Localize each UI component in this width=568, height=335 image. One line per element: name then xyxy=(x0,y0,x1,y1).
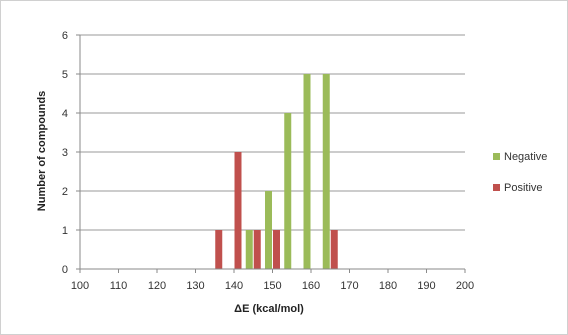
gridlines xyxy=(80,34,465,231)
y-tick-label: 5 xyxy=(62,69,68,81)
bar-positive-145 xyxy=(253,230,261,269)
axes xyxy=(76,34,466,273)
x-tick-label: 170 xyxy=(340,280,358,292)
bar-positive-150 xyxy=(273,230,280,269)
x-tick-label: 140 xyxy=(225,280,243,292)
bar-negative-150 xyxy=(265,191,272,269)
y-tick-label: 6 xyxy=(62,30,68,42)
bar-positive-135 xyxy=(215,230,223,269)
bar-negative-160 xyxy=(303,74,311,269)
y-axis-title: Number of compounds xyxy=(36,91,48,211)
y-tick-label: 4 xyxy=(62,108,68,120)
x-tick-label: 160 xyxy=(302,280,320,292)
legend-item-positive: Positive xyxy=(493,182,543,194)
x-axis-title: ΔE (kcal/mol) xyxy=(234,303,304,315)
legend-item-negative: Negative xyxy=(493,151,547,163)
legend: Negative Positive xyxy=(493,151,547,194)
bar-negative-155 xyxy=(284,113,292,269)
legend-swatch-negative xyxy=(493,153,500,160)
x-tick-label: 110 xyxy=(110,280,128,292)
x-tick-label: 190 xyxy=(417,280,435,292)
bar-negative-165 xyxy=(322,74,330,269)
legend-label-positive: Positive xyxy=(504,182,543,194)
bar-positive-165 xyxy=(330,230,338,269)
legend-label-negative: Negative xyxy=(504,151,547,163)
x-tick-label: 150 xyxy=(263,280,281,292)
y-tick-label: 1 xyxy=(62,225,68,237)
bar-positive-140 xyxy=(234,152,242,269)
x-tick-labels: 100 110 120 130 140 150 160 170 180 190 200 xyxy=(71,280,474,292)
x-tick-label: 130 xyxy=(186,280,204,292)
y-tick-label: 0 xyxy=(62,264,68,276)
x-tick-label: 100 xyxy=(71,280,89,292)
y-tick-labels: 0 1 2 3 4 5 6 xyxy=(62,30,68,276)
legend-swatch-positive xyxy=(493,184,500,191)
x-tick-label: 200 xyxy=(456,280,474,292)
x-tick-label: 120 xyxy=(148,280,166,292)
x-tick-label: 180 xyxy=(379,280,397,292)
bar-negative-145 xyxy=(245,230,253,269)
y-tick-label: 3 xyxy=(62,147,68,159)
y-tick-label: 2 xyxy=(62,186,68,198)
bars xyxy=(215,74,338,269)
